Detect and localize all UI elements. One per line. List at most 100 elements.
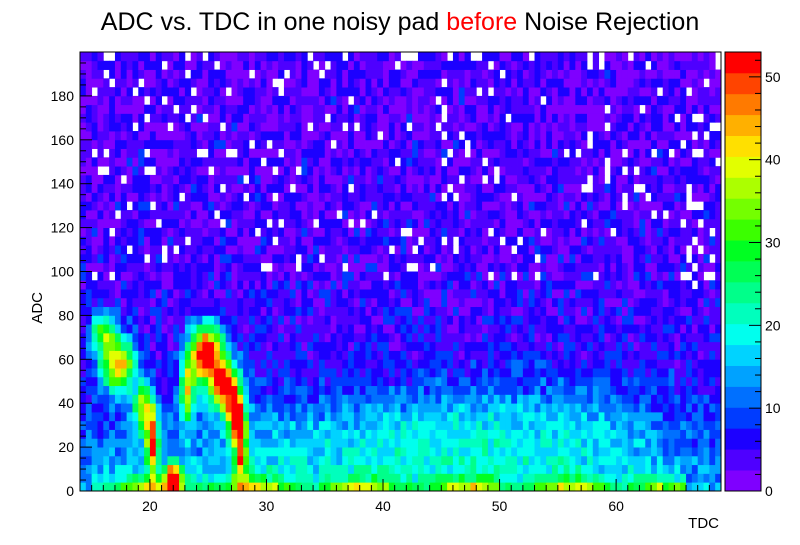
heatmap-cell xyxy=(429,104,436,114)
heatmap-cell xyxy=(237,95,244,106)
heatmap-cell xyxy=(237,262,244,272)
heatmap-cell xyxy=(493,306,500,316)
heatmap-cell xyxy=(441,218,448,228)
heatmap-cell xyxy=(662,139,669,149)
heatmap-cell xyxy=(313,359,320,369)
heatmap-cell xyxy=(528,113,535,123)
heatmap-cell xyxy=(149,183,157,193)
heatmap-cell xyxy=(324,394,331,404)
heatmap-cell xyxy=(598,324,605,334)
heatmap-cell xyxy=(161,166,168,176)
heatmap-cell xyxy=(406,280,413,290)
heatmap-cell xyxy=(336,280,343,290)
heatmap-cell xyxy=(674,245,681,255)
heatmap-cell xyxy=(237,289,244,299)
heatmap-cell xyxy=(586,332,594,343)
heatmap-cell xyxy=(592,113,600,123)
heatmap-cell xyxy=(149,245,157,255)
heatmap-cell xyxy=(266,473,273,483)
heatmap-cell xyxy=(260,201,267,211)
heatmap-cell xyxy=(126,52,133,62)
heatmap-cell xyxy=(429,253,436,264)
heatmap-cell xyxy=(656,315,664,325)
heatmap-cell xyxy=(237,438,244,448)
heatmap-cell xyxy=(476,245,483,255)
heatmap-cell xyxy=(487,280,495,290)
heatmap-cell xyxy=(283,174,291,185)
heatmap-cell xyxy=(173,236,180,246)
heatmap-cell xyxy=(557,69,565,79)
heatmap-cell xyxy=(383,324,390,334)
heatmap-cell xyxy=(557,359,565,369)
heatmap-cell xyxy=(85,438,93,448)
heatmap-cell xyxy=(627,174,634,185)
heatmap-cell xyxy=(248,262,256,272)
heatmap-cell xyxy=(103,280,110,290)
heatmap-cell xyxy=(464,315,471,325)
heatmap-cell xyxy=(493,271,500,281)
heatmap-cell xyxy=(377,60,384,70)
heatmap-cell xyxy=(429,403,436,413)
heatmap-cell xyxy=(126,280,133,290)
heatmap-cell xyxy=(371,306,378,316)
heatmap-cell xyxy=(656,218,664,228)
heatmap-cell xyxy=(318,368,326,378)
heatmap-cell xyxy=(458,455,465,466)
heatmap-cell xyxy=(534,455,541,466)
heatmap-cell xyxy=(91,104,98,114)
heatmap-cell xyxy=(313,87,320,97)
heatmap-cell xyxy=(400,376,407,387)
heatmap-cell xyxy=(231,104,238,114)
heatmap-cell xyxy=(656,201,664,211)
heatmap-cell xyxy=(149,131,157,141)
heatmap-cell xyxy=(318,131,326,141)
heatmap-cell xyxy=(161,376,168,387)
heatmap-cell xyxy=(662,174,669,185)
heatmap-cell xyxy=(417,315,425,325)
heatmap-cell xyxy=(353,52,361,62)
heatmap-cell xyxy=(114,104,122,114)
heatmap-cell xyxy=(307,411,314,422)
heatmap-cell xyxy=(662,455,669,466)
heatmap-cell xyxy=(522,157,530,167)
heatmap-cell xyxy=(505,385,512,395)
heatmap-cell xyxy=(138,218,145,228)
heatmap-cell xyxy=(167,341,174,351)
heatmap-cell xyxy=(365,368,372,378)
heatmap-cell xyxy=(423,315,431,325)
heatmap-cell xyxy=(394,324,401,334)
heatmap-cell xyxy=(190,253,197,264)
heatmap-cell xyxy=(214,201,221,211)
heatmap-cell xyxy=(313,245,320,255)
heatmap-cell xyxy=(109,306,116,316)
heatmap-cell xyxy=(97,139,104,149)
heatmap-cell xyxy=(452,306,460,316)
heatmap-cell xyxy=(528,403,535,413)
heatmap-cell xyxy=(365,376,372,387)
heatmap-cell xyxy=(464,131,471,141)
heatmap-cell xyxy=(202,95,209,106)
heatmap-cell xyxy=(383,411,390,422)
heatmap-cell xyxy=(196,245,203,255)
heatmap-cell xyxy=(149,376,157,387)
heatmap-cell xyxy=(91,131,98,141)
heatmap-cell xyxy=(592,78,600,88)
heatmap-cell xyxy=(272,262,279,272)
heatmap-cell xyxy=(517,429,524,439)
heatmap-cell xyxy=(318,306,326,316)
heatmap-cell xyxy=(103,376,110,387)
heatmap-cell xyxy=(522,324,530,334)
heatmap-cell xyxy=(633,131,640,141)
heatmap-cell xyxy=(639,332,646,343)
heatmap-cell xyxy=(254,60,262,70)
heatmap-cell xyxy=(295,157,302,167)
heatmap-cell xyxy=(365,306,372,316)
heatmap-cell xyxy=(627,332,634,343)
heatmap-cell xyxy=(283,464,291,474)
heatmap-cell xyxy=(283,262,291,272)
heatmap-cell xyxy=(307,95,314,106)
heatmap-cell xyxy=(266,192,273,202)
heatmap-cell xyxy=(260,315,267,325)
heatmap-cell xyxy=(214,227,221,237)
heatmap-cell xyxy=(377,78,384,88)
